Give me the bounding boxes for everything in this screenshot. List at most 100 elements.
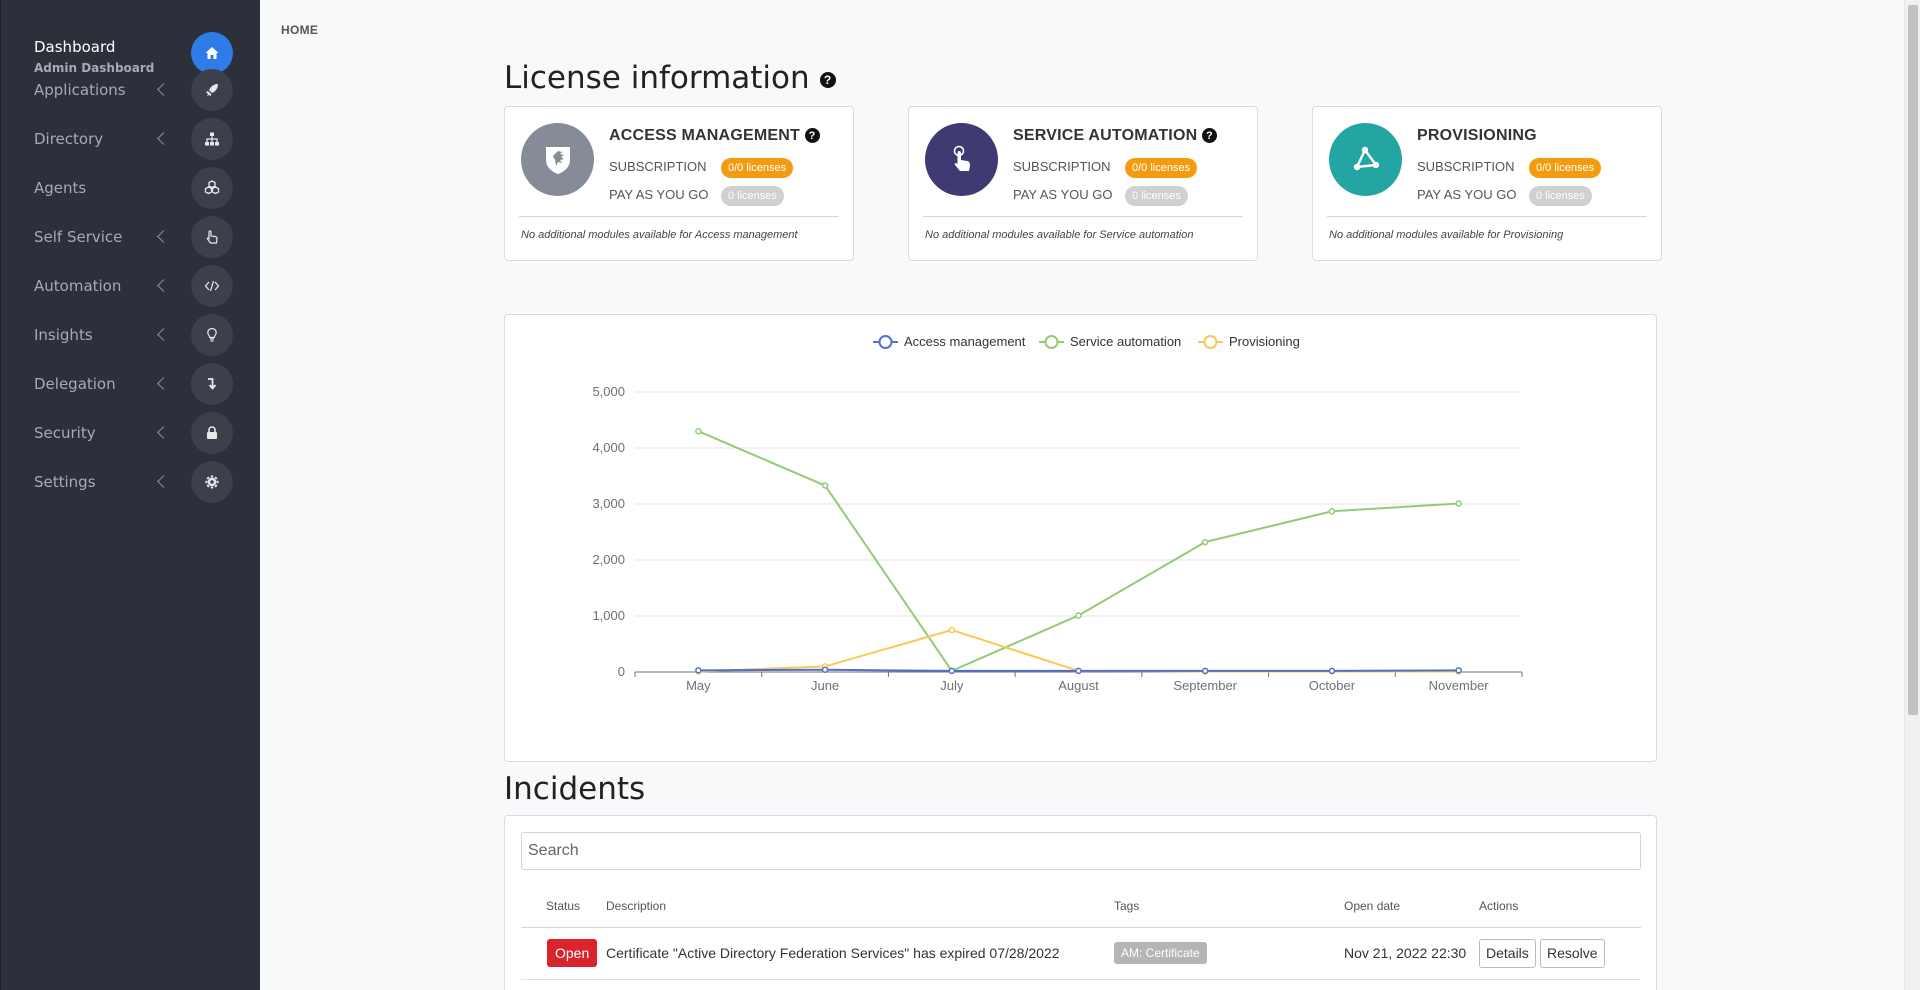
sidebar-item-label: Automation — [34, 276, 122, 295]
incident-open-date: Nov 21, 2022 22:30 — [1344, 945, 1467, 961]
sitemap-icon[interactable] — [191, 117, 233, 160]
card-title: SERVICE AUTOMATION ? — [1013, 127, 1218, 145]
cubes-icon[interactable] — [191, 166, 233, 209]
data-point — [821, 666, 829, 674]
subscription-badge: 0/0 licenses — [721, 158, 794, 178]
sidebar-item-label: Settings — [34, 472, 96, 491]
license-title: License information ? — [504, 60, 836, 96]
table-header-divider — [521, 927, 1641, 928]
shield-icon — [521, 123, 594, 196]
data-point — [948, 667, 956, 675]
column-tags[interactable]: Tags — [1114, 899, 1140, 913]
incidents-panel: Status Description Tags Open date Action… — [504, 815, 1657, 990]
sidebar-item-settings[interactable]: Settings — [1, 457, 261, 506]
data-point — [1201, 538, 1209, 546]
y-tick-label: 1,000 — [592, 608, 625, 623]
data-point — [695, 667, 702, 674]
sidebar-item-directory[interactable]: Directory — [1, 114, 261, 163]
chevron-left-icon — [157, 475, 170, 488]
dashboard-subtitle: Admin Dashboard — [34, 61, 155, 75]
payg-label: PAY AS YOU GO — [609, 187, 709, 202]
chevron-left-icon — [157, 426, 170, 439]
chevron-left-icon — [157, 132, 170, 145]
sidebar-item-delegation[interactable]: Delegation — [1, 359, 261, 408]
incidents-title: Incidents — [504, 771, 646, 807]
breadcrumb[interactable]: HOME — [281, 23, 319, 37]
dashboard-title[interactable]: Dashboard — [34, 38, 116, 56]
license-card-provisioning: PROVISIONING SUBSCRIPTION 0/0 licenses PAY … — [1312, 106, 1662, 261]
search-input[interactable] — [521, 832, 1641, 870]
card-note: No additional modules available for Acce… — [521, 229, 798, 241]
resolve-button[interactable]: Resolve — [1540, 939, 1605, 968]
sidebar-item-label: Delegation — [34, 374, 116, 393]
sidebar-item-label: Insights — [34, 325, 93, 344]
row-divider — [521, 979, 1641, 980]
column-open-date[interactable]: Open date — [1344, 899, 1401, 913]
scrollbar-thumb[interactable] — [1908, 5, 1918, 715]
card-title-text: ACCESS MANAGEMENT — [609, 127, 800, 144]
subscription-label: SUBSCRIPTION — [609, 159, 707, 174]
hand-pointer-icon — [925, 123, 998, 196]
sidebar-item-label: Directory — [34, 129, 104, 148]
legend-entry[interactable]: Provisioning — [1229, 334, 1300, 349]
details-button[interactable]: Details — [1479, 939, 1536, 968]
sidebar-item-applications[interactable]: Applications — [1, 65, 261, 114]
help-icon[interactable]: ? — [819, 71, 836, 88]
card-title: PROVISIONING — [1417, 127, 1537, 145]
status-badge: Open — [547, 939, 598, 967]
data-point — [1455, 667, 1462, 674]
x-tick-label: June — [811, 678, 839, 693]
column-actions: Actions — [1479, 899, 1519, 913]
column-description[interactable]: Description — [606, 899, 667, 913]
sidebar-item-automation[interactable]: Automation — [1, 261, 261, 310]
chevron-left-icon — [157, 83, 170, 96]
payg-badge: 0 licenses — [721, 186, 784, 206]
sidebar-item-label: Applications — [34, 80, 126, 99]
gear-icon[interactable] — [191, 460, 233, 503]
x-tick-label: September — [1173, 678, 1237, 693]
sidebar-item-self-service[interactable]: Self Service — [1, 212, 261, 261]
lightbulb-icon[interactable] — [191, 313, 233, 356]
help-icon[interactable]: ? — [1202, 128, 1218, 144]
main-content: HOME License information ? ACCESS MANAGE… — [260, 0, 1904, 990]
card-note: No additional modules available for Prov… — [1329, 229, 1564, 241]
sidebar-item-agents[interactable]: Agents — [1, 163, 261, 212]
rocket-icon[interactable] — [191, 68, 233, 111]
card-divider — [1327, 216, 1647, 217]
chevron-left-icon — [157, 230, 170, 243]
y-tick-label: 2,000 — [592, 552, 625, 567]
card-note: No additional modules available for Serv… — [925, 229, 1194, 241]
card-title: ACCESS MANAGEMENT ? — [609, 127, 820, 145]
payg-label: PAY AS YOU GO — [1417, 187, 1517, 202]
y-tick-label: 0 — [618, 664, 625, 679]
incident-description: Certificate "Active Directory Federation… — [606, 945, 1060, 961]
chevron-left-icon — [157, 328, 170, 341]
x-tick-label: October — [1309, 678, 1356, 693]
sidebar-item-insights[interactable]: Insights — [1, 310, 261, 359]
subscription-badge: 0/0 licenses — [1125, 158, 1198, 178]
hand-pointer-icon[interactable] — [191, 215, 233, 258]
payg-badge: 0 licenses — [1529, 186, 1592, 206]
license-title-text: License information — [504, 60, 810, 96]
lock-icon[interactable] — [191, 411, 233, 454]
license-card-access-management: ACCESS MANAGEMENT ? SUBSCRIPTION 0/0 licen… — [504, 106, 854, 261]
x-tick-label: November — [1429, 678, 1490, 693]
level-down-icon[interactable] — [191, 362, 233, 405]
code-icon[interactable] — [191, 264, 233, 307]
legend-entry[interactable]: Access management — [904, 334, 1026, 349]
data-point — [1201, 667, 1209, 675]
legend-entry[interactable]: Service automation — [1070, 334, 1181, 349]
sidebar-item-security[interactable]: Security — [1, 408, 261, 457]
x-tick-label: August — [1058, 678, 1099, 693]
share-nodes-icon — [1329, 123, 1402, 196]
tag-badge: AM: Certificate — [1114, 942, 1207, 964]
sidebar: Dashboard Admin Dashboard Applications Di… — [0, 0, 260, 990]
column-status[interactable]: Status — [546, 899, 581, 913]
legend-marker — [878, 335, 893, 349]
help-icon[interactable]: ? — [804, 128, 820, 144]
payg-badge: 0 licenses — [1125, 186, 1188, 206]
data-point — [1075, 612, 1082, 619]
data-point — [821, 482, 829, 489]
home-icon[interactable] — [191, 32, 233, 74]
vertical-scrollbar[interactable] — [1904, 0, 1920, 990]
